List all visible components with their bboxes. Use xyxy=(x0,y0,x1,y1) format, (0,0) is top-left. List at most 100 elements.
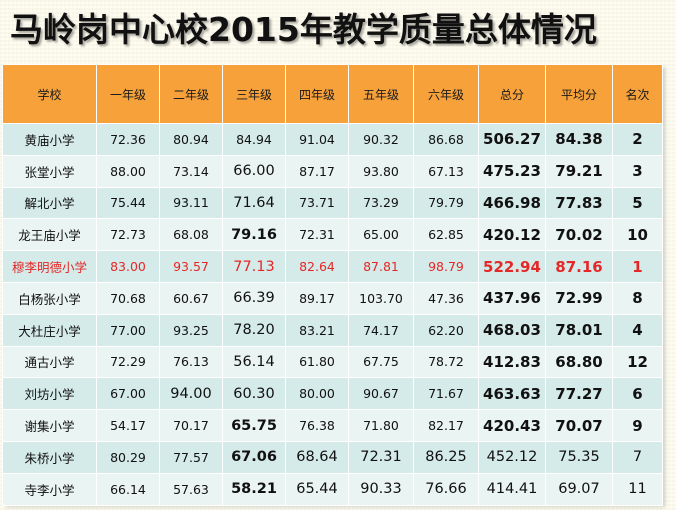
cell-grade-3: 78.20 xyxy=(222,313,286,347)
cell-rank: 6 xyxy=(612,377,663,411)
table-row: 张堂小学 88.00 73.14 66.00 87.17 93.80 67.13… xyxy=(2,154,663,188)
cell-average: 79.21 xyxy=(545,154,613,188)
cell-rank: 9 xyxy=(612,409,663,442)
cell-total: 412.83 xyxy=(478,345,546,379)
cell-grade-4: 83.21 xyxy=(285,313,349,347)
cell-rank: 5 xyxy=(612,186,663,220)
cell-grade-2: 93.57 xyxy=(159,250,223,283)
cell-grade-4: 89.17 xyxy=(285,281,349,315)
cell-grade-1: 66.14 xyxy=(96,472,160,506)
cell-school: 解北小学 xyxy=(2,186,97,220)
cell-total: 475.23 xyxy=(478,154,546,188)
cell-grade-3: 58.21 xyxy=(222,472,286,506)
cell-total: 506.27 xyxy=(478,123,546,156)
cell-grade-3: 84.94 xyxy=(222,123,286,156)
cell-grade-2: 80.94 xyxy=(159,123,223,156)
cell-grade-2: 94.00 xyxy=(159,377,223,411)
cell-grade-2: 76.13 xyxy=(159,345,223,379)
cell-grade-6: 86.68 xyxy=(413,123,479,156)
cell-grade-4: 80.00 xyxy=(285,377,349,411)
cell-grade-1: 83.00 xyxy=(96,250,160,283)
cell-grade-1: 77.00 xyxy=(96,313,160,347)
cell-total: 466.98 xyxy=(478,186,546,220)
cell-grade-3: 60.30 xyxy=(222,377,286,411)
header-grade-5: 五年级 xyxy=(348,64,414,124)
header-grade-1: 一年级 xyxy=(96,64,160,124)
cell-grade-6: 76.66 xyxy=(413,472,479,506)
cell-grade-4: 72.31 xyxy=(285,218,349,252)
cell-grade-3: 79.16 xyxy=(222,218,286,252)
cell-rank: 11 xyxy=(612,472,663,506)
cell-grade-1: 72.29 xyxy=(96,345,160,379)
cell-grade-5: 72.31 xyxy=(348,440,414,474)
cell-grade-2: 73.14 xyxy=(159,154,223,188)
table-row: 谢集小学 54.17 70.17 65.75 76.38 71.80 82.17… xyxy=(2,409,663,442)
header-grade-4: 四年级 xyxy=(285,64,349,124)
cell-total: 522.94 xyxy=(478,250,546,283)
cell-average: 70.07 xyxy=(545,409,613,442)
cell-school: 黄庙小学 xyxy=(2,123,97,156)
cell-average: 70.02 xyxy=(545,218,613,252)
table-row: 大杜庄小学 77.00 93.25 78.20 83.21 74.17 62.2… xyxy=(2,313,663,347)
cell-grade-4: 65.44 xyxy=(285,472,349,506)
table-row: 寺李小学 66.14 57.63 58.21 65.44 90.33 76.66… xyxy=(2,472,663,506)
cell-grade-4: 76.38 xyxy=(285,409,349,442)
cell-grade-6: 47.36 xyxy=(413,281,479,315)
score-table-container: 学校 一年级 二年级 三年级 四年级 五年级 六年级 总分 平均分 名次 黄庙小… xyxy=(2,64,663,506)
table-row: 刘坊小学 67.00 94.00 60.30 80.00 90.67 71.67… xyxy=(2,377,663,411)
cell-total: 420.12 xyxy=(478,218,546,252)
cell-rank: 2 xyxy=(612,123,663,156)
cell-school: 龙王庙小学 xyxy=(2,218,97,252)
header-grade-6: 六年级 xyxy=(413,64,479,124)
cell-average: 87.16 xyxy=(545,250,613,283)
cell-grade-6: 67.13 xyxy=(413,154,479,188)
cell-average: 69.07 xyxy=(545,472,613,506)
cell-rank: 12 xyxy=(612,345,663,379)
cell-grade-1: 72.36 xyxy=(96,123,160,156)
cell-total: 420.43 xyxy=(478,409,546,442)
table-header-row: 学校 一年级 二年级 三年级 四年级 五年级 六年级 总分 平均分 名次 xyxy=(2,64,663,124)
cell-average: 78.01 xyxy=(545,313,613,347)
cell-grade-3: 77.13 xyxy=(222,250,286,283)
cell-grade-3: 66.39 xyxy=(222,281,286,315)
cell-grade-5: 65.00 xyxy=(348,218,414,252)
cell-grade-3: 56.14 xyxy=(222,345,286,379)
cell-total: 437.96 xyxy=(478,281,546,315)
cell-school: 刘坊小学 xyxy=(2,377,97,411)
cell-grade-5: 87.81 xyxy=(348,250,414,283)
cell-average: 77.83 xyxy=(545,186,613,220)
cell-grade-5: 103.70 xyxy=(348,281,414,315)
cell-grade-6: 82.17 xyxy=(413,409,479,442)
page-title: 马岭岗中心校2015年教学质量总体情况 xyxy=(10,10,597,49)
table-row: 朱桥小学 80.29 77.57 67.06 68.64 72.31 86.25… xyxy=(2,440,663,474)
cell-grade-3: 67.06 xyxy=(222,440,286,474)
cell-school: 朱桥小学 xyxy=(2,440,97,474)
header-average: 平均分 xyxy=(545,64,613,124)
cell-grade-5: 73.29 xyxy=(348,186,414,220)
cell-school: 穆李明德小学 xyxy=(2,250,97,283)
cell-grade-1: 80.29 xyxy=(96,440,160,474)
header-total: 总分 xyxy=(478,64,546,124)
table-row: 黄庙小学 72.36 80.94 84.94 91.04 90.32 86.68… xyxy=(2,123,663,156)
cell-grade-5: 74.17 xyxy=(348,313,414,347)
cell-grade-6: 78.72 xyxy=(413,345,479,379)
cell-grade-5: 67.75 xyxy=(348,345,414,379)
cell-average: 75.35 xyxy=(545,440,613,474)
cell-school: 寺李小学 xyxy=(2,472,97,506)
cell-grade-1: 75.44 xyxy=(96,186,160,220)
cell-grade-2: 93.25 xyxy=(159,313,223,347)
cell-rank: 1 xyxy=(612,250,663,283)
header-rank: 名次 xyxy=(612,64,663,124)
cell-grade-1: 88.00 xyxy=(96,154,160,188)
cell-grade-4: 61.80 xyxy=(285,345,349,379)
cell-school: 白杨张小学 xyxy=(2,281,97,315)
cell-grade-4: 68.64 xyxy=(285,440,349,474)
table-row: 龙王庙小学 72.73 68.08 79.16 72.31 65.00 62.8… xyxy=(2,218,663,252)
cell-grade-5: 71.80 xyxy=(348,409,414,442)
cell-total: 463.63 xyxy=(478,377,546,411)
cell-rank: 4 xyxy=(612,313,663,347)
cell-grade-4: 82.64 xyxy=(285,250,349,283)
cell-school: 大杜庄小学 xyxy=(2,313,97,347)
cell-grade-5: 90.33 xyxy=(348,472,414,506)
cell-rank: 3 xyxy=(612,154,663,188)
